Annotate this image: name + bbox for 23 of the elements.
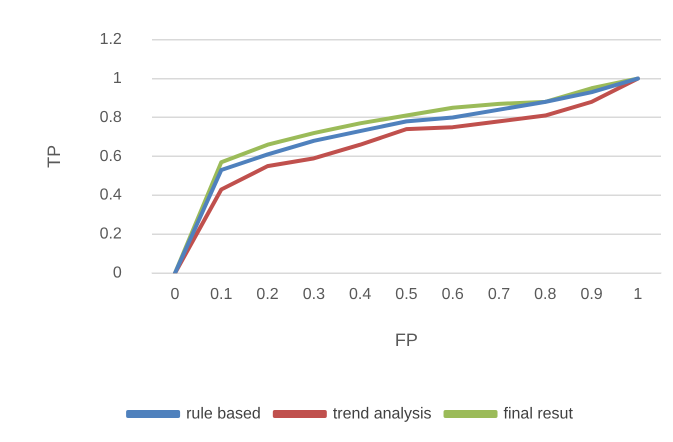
y-tick-label: 0.8 — [100, 108, 122, 126]
x-tick-label: 0.9 — [580, 286, 603, 304]
x-tick-label: 1 — [633, 286, 642, 304]
y-tick-label: 1.2 — [100, 31, 122, 48]
x-tick-label: 0.6 — [442, 286, 464, 304]
y-tick-label: 1 — [112, 70, 122, 87]
x-tick-label: 0.5 — [395, 286, 418, 304]
legend-label: rule based — [186, 405, 261, 422]
y-tick-label: 0 — [112, 264, 122, 282]
x-tick-label: 0.4 — [349, 286, 372, 304]
legend-label: final resut — [504, 405, 574, 422]
x-tick-label: 0.2 — [256, 286, 279, 304]
x-tick-label: 0.7 — [488, 286, 510, 304]
x-tick-label: 0.1 — [210, 286, 232, 304]
y-axis-title: TP — [44, 144, 64, 168]
y-tick-label: 0.4 — [100, 186, 122, 204]
x-tick-label: 0.8 — [534, 286, 556, 304]
x-axis-title: FP — [394, 330, 418, 350]
legend-label: trend analysis — [332, 405, 432, 422]
y-tick-label: 0.6 — [100, 148, 122, 165]
y-tick-label: 0.2 — [100, 226, 122, 243]
x-tick-label: 0.3 — [302, 286, 326, 304]
x-tick-label: 0 — [170, 286, 180, 304]
